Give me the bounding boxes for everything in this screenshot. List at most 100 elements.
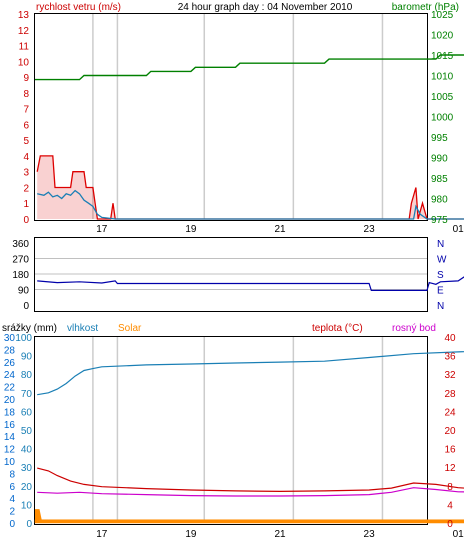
compass-label: E: [437, 286, 444, 297]
time-xtick-bottom: 01: [453, 529, 464, 540]
humidity-ytick: 90: [21, 352, 33, 363]
series-dewpoint-line: [37, 487, 464, 497]
humidity-ytick: 40: [21, 445, 33, 456]
rain-ytick: 8: [9, 469, 15, 480]
wind-panel-frame: [34, 13, 428, 221]
time-xtick-bottom: 23: [364, 529, 376, 540]
wind-ytick: 1: [23, 199, 29, 210]
direction-ytick: 0: [23, 301, 29, 312]
rain-ytick: 2: [9, 507, 15, 518]
humidity-ytick: 50: [21, 426, 33, 437]
humidity-ytick: 10: [21, 500, 33, 511]
pressure-ytick: 985: [431, 174, 448, 185]
rain-ytick: 18: [4, 407, 16, 418]
time-xtick-bottom: 17: [96, 529, 108, 540]
pressure-ytick: 995: [431, 133, 448, 144]
pressure-ytick: 975: [431, 215, 448, 226]
time-xtick-top: 23: [364, 224, 376, 235]
wind-ytick: 5: [23, 136, 29, 147]
legend-rain: srážky (mm): [2, 323, 57, 334]
time-xtick-top: 17: [96, 224, 108, 235]
humidity-ytick: 30: [21, 463, 33, 474]
direction-ytick: 180: [12, 270, 29, 281]
series-humidity-line: [37, 351, 464, 396]
temperature-ytick: 4: [447, 500, 453, 511]
direction-ytick: 90: [18, 286, 30, 297]
rain-ytick: 0: [9, 519, 15, 530]
series-wind_avg-line: [37, 189, 464, 220]
humidity-ytick: 70: [21, 389, 33, 400]
temperature-ytick: 40: [444, 333, 456, 344]
rain-ytick: 16: [4, 420, 16, 431]
direction-ytick: 360: [12, 239, 29, 250]
pressure-axis-label: barometr (hPa): [392, 2, 459, 13]
rain-ytick: 24: [4, 370, 16, 381]
legend-solar: Solar: [118, 323, 142, 334]
wind-ytick: 3: [23, 168, 29, 179]
legend-dewpoint: rosný bod: [392, 323, 436, 334]
pressure-ytick: 1015: [431, 51, 454, 62]
pressure-ytick: 1020: [431, 31, 454, 42]
time-xtick-bottom: 19: [185, 529, 197, 540]
rain-ytick: 4: [9, 494, 15, 505]
pressure-ytick: 990: [431, 154, 448, 165]
pressure-ytick: 1000: [431, 113, 454, 124]
compass-label: W: [437, 255, 447, 266]
rain-ytick: 12: [4, 445, 16, 456]
compass-label: S: [437, 270, 444, 281]
rain-ytick: 20: [4, 395, 16, 406]
temperature-ytick: 36: [444, 352, 456, 363]
rain-ytick: 22: [4, 383, 16, 394]
humidity-ytick: 60: [21, 407, 33, 418]
rain-ytick: 26: [4, 358, 16, 369]
wind-ytick: 12: [18, 26, 30, 37]
temperature-ytick: 24: [444, 407, 456, 418]
wind-ytick: 2: [23, 183, 29, 194]
wind-axis-label: rychlost vetru (m/s): [36, 2, 121, 13]
legend-temperature: teplota (°C): [312, 323, 363, 334]
rain-ytick: 10: [4, 457, 16, 468]
chart-title: 24 hour graph day : 04 November 2010: [178, 2, 353, 13]
temperature-ytick: 16: [444, 445, 456, 456]
time-xtick-top: 19: [185, 224, 197, 235]
wind-ytick: 8: [23, 89, 29, 100]
wind-ytick: 7: [23, 105, 29, 116]
temperature-ytick: 0: [447, 519, 453, 530]
wind-ytick: 0: [23, 215, 29, 226]
time-xtick-top: 01: [453, 224, 464, 235]
direction-ytick: 270: [12, 255, 29, 266]
pressure-ytick: 1010: [431, 72, 454, 83]
temperature-ytick: 28: [444, 389, 456, 400]
series-pressure-line: [35, 54, 464, 81]
humidity-ytick: 80: [21, 370, 33, 381]
pressure-ytick: 1025: [431, 10, 454, 21]
temperature-ytick: 32: [444, 370, 456, 381]
humidity-ytick: 100: [15, 333, 32, 344]
series-temperature-line: [37, 467, 464, 493]
wind-ytick: 4: [23, 152, 29, 163]
rain-ytick: 30: [4, 333, 16, 344]
wind-ytick: 9: [23, 73, 29, 84]
rain-ytick: 28: [4, 345, 16, 356]
solar-area: [34, 519, 464, 524]
wind-ytick: 11: [19, 42, 30, 53]
temperature-ytick: 12: [444, 463, 456, 474]
wind-ytick: 13: [18, 10, 30, 21]
rain-ytick: 14: [4, 432, 16, 443]
humidity-ytick: 0: [26, 519, 32, 530]
wind-gust-area: [37, 155, 464, 219]
solar-spike: [35, 509, 42, 523]
legend-humidity: vlhkost: [67, 323, 98, 334]
time-xtick-top: 21: [274, 224, 286, 235]
humidity-ytick: 20: [21, 482, 33, 493]
wind-ytick: 10: [18, 57, 30, 68]
compass-label: N: [437, 301, 444, 312]
pressure-ytick: 1005: [431, 92, 454, 103]
pressure-ytick: 980: [431, 195, 448, 206]
time-xtick-bottom: 21: [274, 529, 286, 540]
temperature-ytick: 20: [444, 426, 456, 437]
wind-ytick: 6: [23, 120, 29, 131]
rain-ytick: 6: [9, 482, 15, 493]
